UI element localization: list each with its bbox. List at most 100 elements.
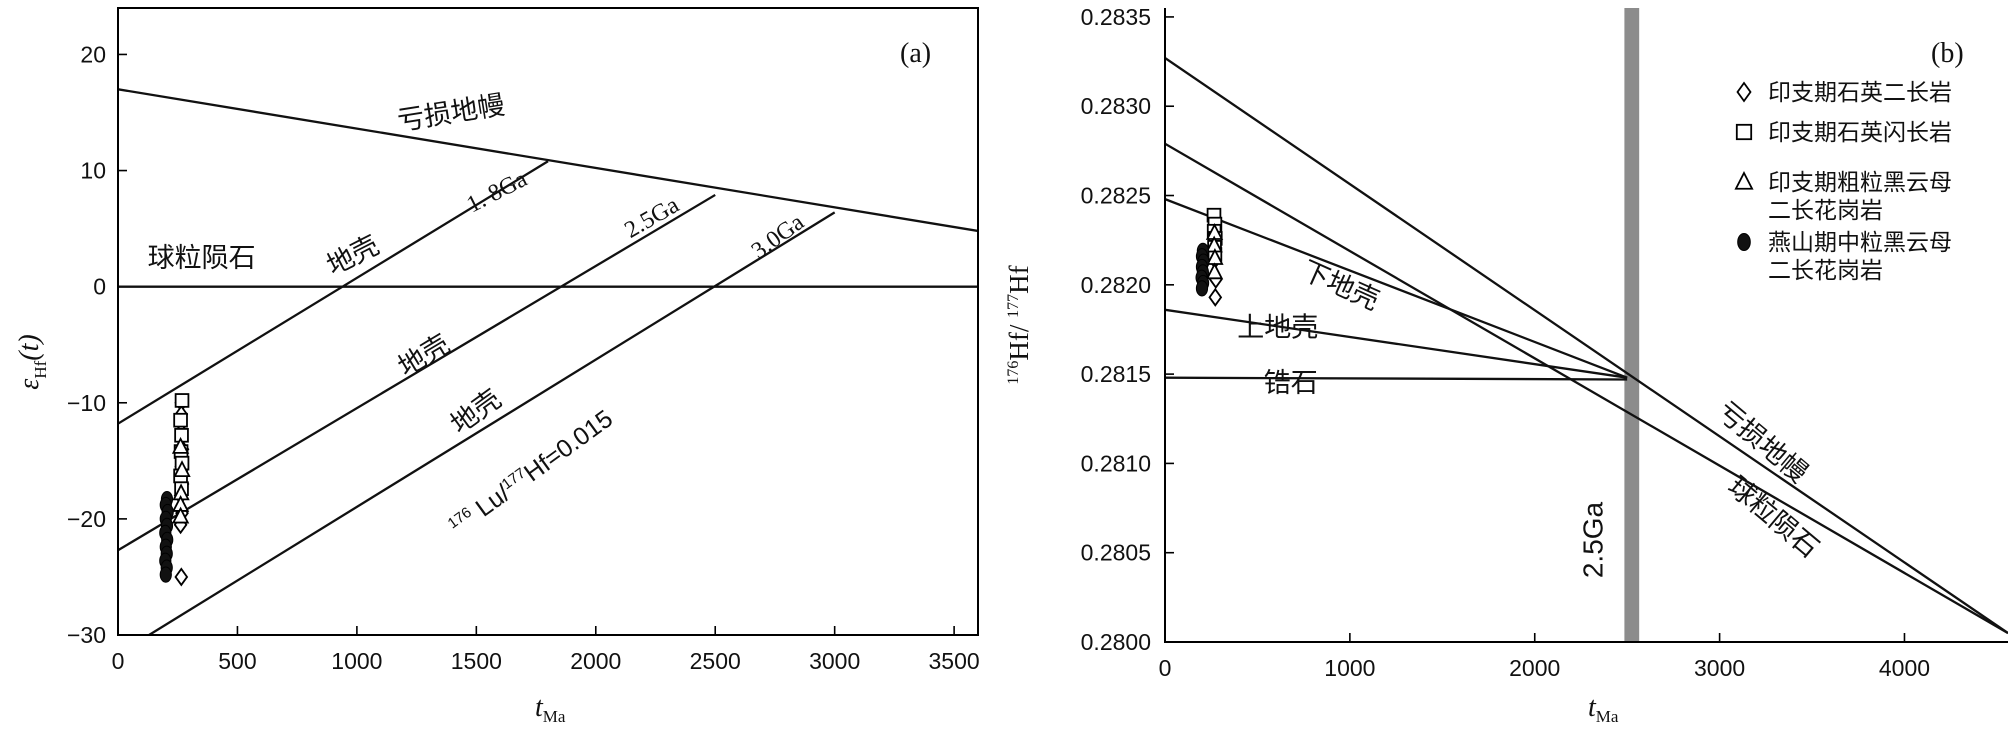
panel-a-point-diamond — [174, 567, 189, 587]
legend-label: 印支期石英二长岩 — [1768, 79, 1952, 105]
legend-label: 印支期粗粒黑云母 — [1768, 169, 1952, 195]
panel-b-y-tick-label: 0.2810 — [1081, 450, 1151, 476]
panel-a-xlabel-sub: Ma — [543, 707, 566, 726]
panel-b-axes — [1164, 8, 2008, 643]
panel-a-point-triangle — [171, 506, 190, 524]
panel-a-y-tick-label: −10 — [67, 390, 106, 416]
panel-a-x-tick-label: 0 — [112, 648, 125, 674]
panel-b-ylabel-b: Hf — [1004, 265, 1034, 294]
panel-a-x-tick-label: 1000 — [331, 648, 382, 674]
panel-a-point-triangle — [173, 460, 191, 478]
panel-a-data-points — [159, 393, 191, 587]
panel-a-x-tick-label: 3000 — [809, 648, 860, 674]
panel-b-y-tick-label: 0.2830 — [1081, 93, 1151, 119]
panel-b-point-circle — [1195, 280, 1209, 297]
panel-b-x-tick-label: 2000 — [1509, 655, 1560, 681]
panel-b-band: 2.5Ga — [1577, 8, 1640, 642]
panel-b-label: (b) — [1931, 38, 1964, 69]
panel-b-y-tick-label: 0.2805 — [1081, 540, 1151, 566]
panel-a-ylabel-symbol: ε — [14, 379, 45, 390]
panel-a-annotation: 球粒陨石 — [148, 243, 256, 273]
panel-b-ylabel-a: Hf/ — [1004, 318, 1034, 361]
panel-a-point-circle — [159, 566, 172, 583]
panel-a-xlabel-t: t — [535, 692, 544, 723]
panel-b-y-axis-label: 176Hf/ 177Hf — [1004, 265, 1034, 384]
panel-a-ratio-label-part: Hf=0.015 — [519, 405, 618, 488]
panel-b-xlabel-sub: Ma — [1596, 707, 1619, 726]
panel-a-label: (a) — [900, 38, 931, 69]
panel-a-x-tick-label: 2000 — [570, 648, 621, 674]
panel-b-data-points — [1195, 207, 1224, 307]
panel-b-ylabel-mid: 177 — [1005, 294, 1022, 318]
panel-a-ticks: 0 500 1000 1500 2000 2500 3000 3500 −30 −20 −10 0 10… — [67, 41, 980, 674]
panel-a-y-tick-label: −30 — [67, 622, 106, 648]
panel-b-x-tick-label: 1000 — [1324, 655, 1375, 681]
panel-a: 0 500 1000 1500 2000 2500 3000 3500 −30 −20 −10 0 10… — [14, 7, 980, 726]
svg-text:εHf(t): εHf(t) — [14, 334, 50, 389]
panel-b-x-axis-label: tMa — [1588, 692, 1619, 726]
panel-b-point-diamond — [1208, 287, 1223, 307]
panel-a-x-tick-label: 3500 — [929, 648, 980, 674]
panel-a-annotation: 1. 8Ga — [463, 166, 532, 218]
panel-a-x-tick-label: 500 — [218, 648, 256, 674]
legend-marker-diamond — [1736, 81, 1752, 103]
panel-a-y-tick-label: −20 — [67, 506, 106, 532]
panel-b-line-亏损地幔 — [1165, 57, 2008, 635]
panel-a-y-tick-label: 20 — [80, 41, 106, 67]
panel-b-line-锆石 — [1165, 376, 1628, 381]
panel-b-point-triangle — [1205, 262, 1224, 280]
panel-a-y-tick-label: 10 — [80, 158, 106, 184]
panel-a-line-2.5Ga — [118, 193, 716, 552]
legend-label: 印支期石英闪长岩 — [1768, 119, 1952, 145]
legend-label: 二长花岗岩 — [1768, 257, 1883, 283]
panel-a-point-triangle — [171, 436, 190, 454]
panel-b-band-rect — [1624, 8, 1640, 642]
panel-b-y-tick-label: 0.2835 — [1081, 4, 1151, 30]
legend-marker-circle — [1737, 232, 1751, 252]
panel-a-line-1.8Ga — [118, 160, 549, 425]
legend-label: 二长花岗岩 — [1768, 197, 1883, 223]
panel-b: 0 1000 2000 3000 4000 0.2800 0.2805 0.2810 0.281… — [1004, 4, 2008, 726]
panel-a-point-square — [174, 393, 190, 408]
panel-a-x-axis-label: tMa — [535, 692, 566, 726]
panel-a-y-axis-label: εHf(t) — [14, 334, 50, 389]
panel-a-annotation: 地壳 — [393, 329, 455, 383]
panel-b-y-tick-label: 0.2800 — [1081, 629, 1151, 655]
svg-text:176Hf/ 177Hf: 176Hf/ 177Hf — [1004, 265, 1034, 384]
panel-b-x-tick-label: 4000 — [1879, 655, 1930, 681]
panel-b-legend: 印支期石英二长岩印支期石英闪长岩印支期粗粒黑云母二长花岗岩燕山期中粒黑云母二长花… — [1734, 79, 1952, 283]
panel-a-reference-lines — [118, 88, 978, 635]
panel-b-line-球粒陨石 — [1165, 142, 2008, 635]
panel-b-ticks: 0 1000 2000 3000 4000 0.2800 0.2805 0.2810 0.281… — [1081, 4, 1930, 681]
panel-a-annotation: 亏损地幔 — [395, 90, 506, 137]
panel-a-line-3.0Ga — [148, 211, 836, 635]
panel-b-xlabel-t: t — [1588, 692, 1597, 723]
panel-a-annotation: 2.5Ga — [620, 192, 684, 244]
legend-marker-triangle — [1734, 171, 1754, 190]
panel-a-y-tick-label: 0 — [93, 274, 106, 300]
panel-a-frame — [117, 7, 979, 636]
panel-a-x-tick-label: 2500 — [690, 648, 741, 674]
panel-b-y-tick-label: 0.2825 — [1081, 183, 1151, 209]
panel-b-y-tick-label: 0.2820 — [1081, 272, 1151, 298]
legend-label: 燕山期中粒黑云母 — [1768, 229, 1952, 255]
panel-b-x-tick-label: 3000 — [1694, 655, 1745, 681]
panel-b-ylabel-pre: 176 — [1005, 361, 1022, 385]
panel-a-annotation: 地壳 — [322, 230, 384, 281]
panel-a-annotation: 3.0Ga — [747, 209, 809, 264]
panel-a-annotation: 地壳 — [445, 384, 506, 440]
panel-b-line-下地壳 — [1165, 198, 1628, 379]
panel-b-band-label: 2.5Ga — [1577, 501, 1608, 578]
panel-b-reference-lines — [1165, 57, 2008, 635]
panel-a-ylabel-sub: Hf — [31, 360, 50, 378]
panel-b-y-tick-label: 0.2815 — [1081, 361, 1151, 387]
panel-b-annotation: 锆石 — [1264, 368, 1318, 398]
legend-marker-square — [1735, 123, 1753, 141]
panel-a-x-tick-label: 1500 — [451, 648, 502, 674]
panel-a-point-square — [173, 412, 188, 428]
panel-b-x-tick-label: 0 — [1159, 655, 1172, 681]
panel-b-annotation: 上地壳 — [1237, 313, 1318, 343]
panel-a-ylabel-suffix: (t) — [14, 334, 45, 360]
